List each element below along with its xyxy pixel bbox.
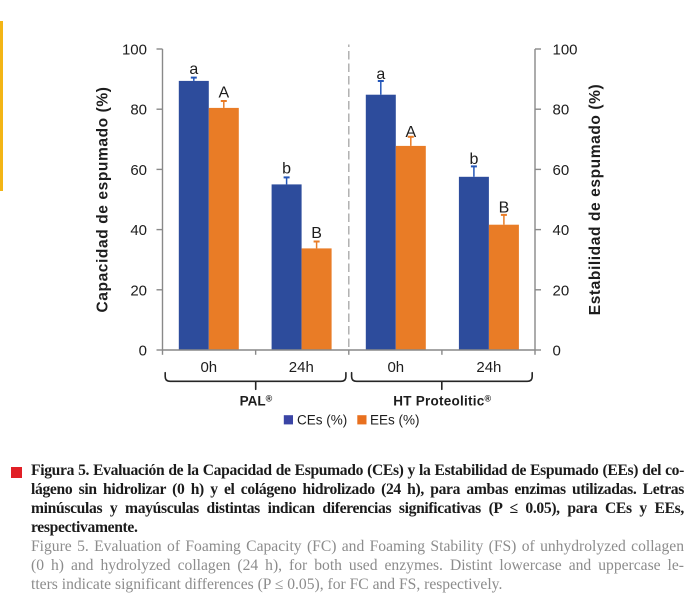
svg-text:HT Proteolitic®: HT Proteolitic® [393,393,491,408]
svg-text:PAL®: PAL® [240,393,273,408]
svg-text:100: 100 [553,42,578,59]
svg-text:60: 60 [553,162,570,179]
svg-text:CEs (%): CEs (%) [297,412,347,427]
svg-text:20: 20 [130,282,147,299]
svg-text:0: 0 [553,343,561,360]
svg-text:B: B [499,200,510,217]
svg-text:B: B [311,225,322,242]
svg-text:Capacidad de espumado (%): Capacidad de espumado (%) [94,86,111,312]
svg-text:100: 100 [122,42,147,59]
svg-text:a: a [376,66,385,83]
svg-text:0h: 0h [200,359,217,376]
svg-text:24h: 24h [289,359,314,376]
svg-text:b: b [469,151,478,168]
svg-text:60: 60 [130,162,147,179]
svg-text:24h: 24h [476,359,501,376]
svg-text:40: 40 [130,222,147,239]
svg-text:Estabilidad de espumado (%): Estabilidad de espumado (%) [587,84,604,316]
svg-text:40: 40 [553,222,570,239]
svg-text:0: 0 [139,343,147,360]
svg-text:A: A [218,85,229,102]
svg-text:b: b [282,161,291,178]
svg-text:80: 80 [130,102,147,119]
svg-text:20: 20 [553,282,570,299]
svg-text:A: A [405,124,416,141]
svg-text:0h: 0h [387,359,404,376]
svg-text:a: a [189,61,198,78]
svg-text:EEs (%): EEs (%) [370,412,420,427]
svg-text:80: 80 [553,102,570,119]
